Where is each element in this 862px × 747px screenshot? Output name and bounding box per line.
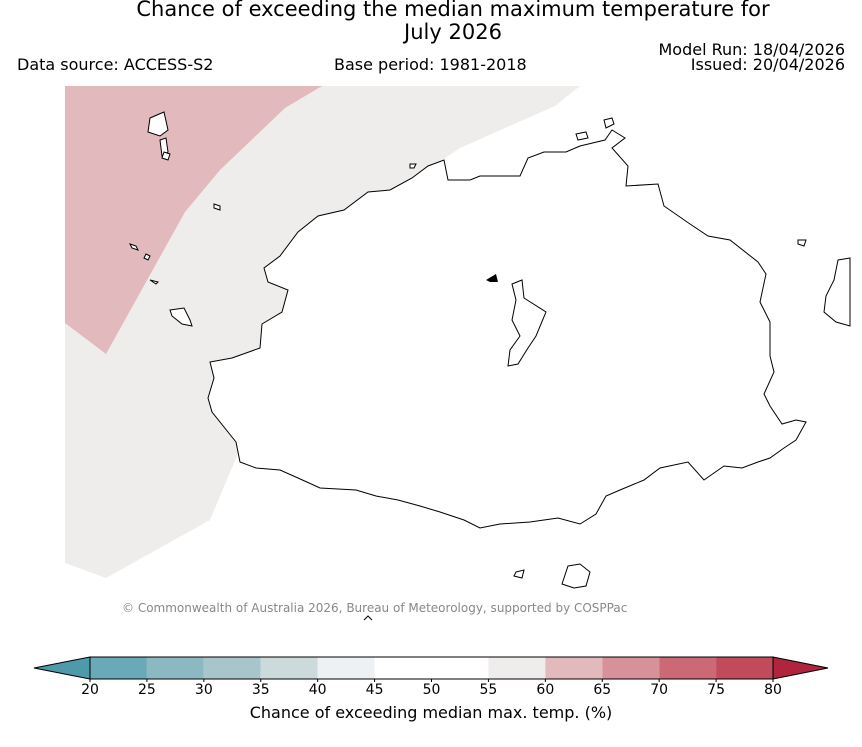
island-ne-1: [575, 131, 589, 141]
colorbar-under-arrow: [33, 656, 91, 680]
colorbar-tick-label: 80: [764, 682, 782, 698]
colorbar-segment: [488, 657, 546, 679]
colorbar-tick-label: 40: [308, 682, 327, 698]
colorbar-segment: [90, 657, 147, 679]
colorbar-segment: [374, 657, 432, 679]
colorbar-tick-label: 35: [251, 682, 270, 698]
title-line-1: Chance of exceeding the median maximum t…: [136, 0, 770, 21]
colorbar-tick-label: 65: [593, 682, 612, 698]
island-w-4: [149, 279, 159, 285]
colorbar-segment: [602, 657, 660, 679]
issued-date: Issued: 20/04/2026: [690, 55, 845, 74]
colorbar-segment: [260, 657, 318, 679]
island-s-1: [513, 569, 525, 579]
zone-55-60: [65, 86, 580, 578]
colorbar-segment: [146, 657, 204, 679]
island-e-1: [797, 239, 807, 247]
island-w-3: [143, 253, 151, 261]
colorbar-segment: [203, 657, 261, 679]
colorbar-tick-label: 70: [650, 682, 669, 698]
island-s-2: [561, 563, 591, 589]
island-ne-2: [603, 117, 615, 129]
main-island-outline: [207, 129, 807, 529]
map-title: Chance of exceeding the median maximum t…: [0, 0, 862, 44]
colorbar-tick-label: 60: [536, 682, 555, 698]
island-nw-1: [147, 111, 169, 137]
colorbar-segment: [716, 657, 773, 679]
island-nw-3: [161, 151, 171, 161]
island-w-2: [129, 243, 139, 251]
colorbar-segment: [545, 657, 603, 679]
colorbar-tick-label: 20: [81, 682, 99, 698]
island-w-1: [213, 203, 221, 211]
colorbar-tick-label: 30: [194, 682, 213, 698]
colorbar-title: Chance of exceeding median max. temp. (%…: [249, 703, 613, 722]
model-run: Model Run: 18/04/2026: [658, 40, 846, 59]
inner-island-outline: [507, 279, 547, 367]
zone-60-65: [65, 86, 322, 354]
colorbar-tick-label: 45: [365, 682, 384, 698]
island-nw-2: [159, 137, 169, 157]
colorbar-segment: [317, 657, 375, 679]
data-source: Data source: ACCESS-S2: [17, 55, 214, 74]
island-e-2: [823, 257, 851, 327]
base-period: Base period: 1981-2018: [334, 55, 527, 74]
colorbar-segment: [659, 657, 717, 679]
islet-black: [486, 274, 498, 282]
island-w-5: [169, 307, 193, 327]
island-s-3: [363, 615, 373, 621]
colorbar-tick-label: 50: [422, 682, 441, 698]
island-n-1: [409, 163, 417, 169]
colorbar-tick-label: 25: [137, 682, 156, 698]
colorbar-segment: [431, 657, 489, 679]
colorbar-tick-label: 75: [707, 682, 725, 698]
colorbar-over-arrow: [772, 656, 829, 680]
title-line-2: July 2026: [404, 20, 502, 44]
copyright-notice: © Commonwealth of Australia 2026, Bureau…: [122, 601, 628, 615]
colorbar-tick-label: 55: [479, 682, 498, 698]
